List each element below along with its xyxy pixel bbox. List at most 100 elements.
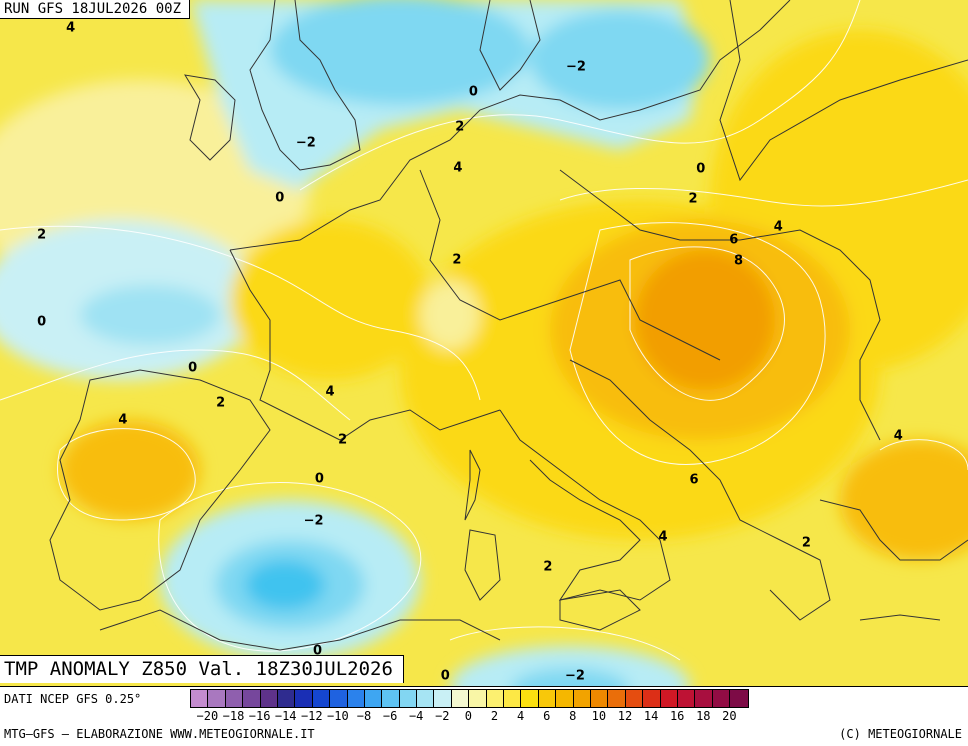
colorbar-tick-label: 6 [543,709,551,723]
warm-zone-france [230,220,430,380]
anomaly-field [0,0,968,686]
contour-label: −2 [565,59,586,75]
contour-label: 4 [325,384,335,400]
contour-label: 0 [314,471,324,487]
cold-core-atlantic [80,285,220,345]
run-label: RUN GFS 18JUL2026 00Z [0,0,191,19]
contour-label: 4 [773,219,783,235]
colorbar-box [695,690,713,707]
contour-label: 4 [893,428,903,444]
colorbar-box [382,690,400,707]
coast-aegean [819,499,968,561]
coast-ireland [184,74,236,161]
colorbar-box [590,690,609,707]
contour-label: 2 [338,432,348,448]
colorbar-tick-label: 0 [464,709,473,723]
coastlines [49,0,968,651]
coast-sardinia [464,529,501,601]
contour-label: 0 [696,161,706,177]
colorbar-tick-label: −10 [327,709,349,723]
cold-core-north [270,0,530,105]
coast-adriatic-balkan [569,359,831,621]
neutral-zone-alps [420,280,480,350]
colorbar-tick-label: −8 [356,709,372,723]
colorbar-tick-label: −18 [222,709,245,723]
colorbar-box [538,690,557,707]
warm-zone-aegean [840,440,968,560]
copyright: (C) METEOGIORNALE [839,727,962,741]
colorbar-tick-label: 8 [569,709,577,723]
coast-north-europe [229,0,791,251]
colorbar-tick-label: 16 [669,709,685,723]
colorbar-box [364,690,383,707]
colorbar-box [660,690,678,707]
contour-label: 0 [468,84,478,100]
contour-label: 2 [455,119,465,135]
anomaly-map: 4 −2 0 2 −2 4 0 0 2 4 2 6 2 8 0 0 4 2 4 2 4 0 6 −2 4 2 2 0 0 −2 RUN G… [0,0,968,686]
contour-label: 2 [452,252,462,268]
colorbar-tick-label: −6 [382,709,398,723]
colorbar-box [504,690,522,707]
colorbar-box [417,690,435,707]
coast-britain [249,0,361,171]
isoline [449,626,681,661]
colorbar-box [730,690,748,707]
coast-iberia [49,369,271,611]
border-east [719,0,968,182]
colorbar-tick-label: −12 [300,709,323,723]
colorbar-box [295,690,313,707]
border-central-east [559,169,881,441]
contour-label: 0 [312,643,323,659]
colorbar-tick-label: 10 [591,709,607,723]
colorbar-box [312,690,331,707]
colorbar-tick-label: 12 [617,709,633,723]
colorbar-box [434,690,452,707]
contour-label: 2 [37,227,47,243]
coast-france [229,249,501,441]
colorbar-box [608,690,626,707]
colorbar-box [625,690,644,707]
contour-label: 0 [188,360,198,376]
contour-label: −2 [303,513,324,529]
cold-core-south [511,668,629,686]
colorbar-box [712,690,731,707]
isoline [569,222,826,465]
credit-line: MTG–GFS – ELABORAZIONE WWW.METEOGIORNALE… [4,727,315,741]
contour-label: 0 [275,190,285,206]
colorbar-box [556,690,574,707]
colorbar-box [191,690,209,707]
colorbar-tick-label: −20 [196,709,219,723]
colorbar-tick-label: −16 [248,709,271,723]
colorbar-tick-label: 14 [643,709,659,723]
colorbar-box [225,690,244,707]
coast-crete [859,614,941,621]
isoline [0,225,481,401]
colorbar-tick-label: 20 [722,709,737,723]
cold-center-med [245,560,325,610]
contour-label: −2 [295,135,316,151]
colorbar-box [330,690,348,707]
map-title: TMP ANOMALY Z850 Val. 18Z30JUL2026 [0,655,404,683]
data-source: DATI NCEP GFS 0.25° [4,692,142,706]
contour-label: 0 [440,668,450,684]
colorbar-box [573,690,591,707]
colorbar-box [643,690,661,707]
contour-label: 4 [453,160,463,176]
border-central [419,169,721,361]
contour-label: 4 [658,529,668,545]
colorbar-box [277,690,296,707]
footer: DATI NCEP GFS 0.25° −20 −18 −16 −14 −12 −10 −8… [0,686,968,746]
colorbar-tick-label: 4 [516,709,525,723]
hot-core-hungary [635,250,775,390]
warm-zone-iberia [60,420,200,520]
contour-label: 4 [118,412,128,428]
isoline [158,482,422,652]
contour-label: 6 [689,472,699,488]
isolines [0,0,968,661]
coast-africa [99,609,501,651]
contour-label: 6 [729,232,739,248]
cold-zone-south [450,646,690,686]
cold-core-baltic [530,10,710,110]
colorbar-box [347,690,365,707]
isoline [559,179,968,207]
